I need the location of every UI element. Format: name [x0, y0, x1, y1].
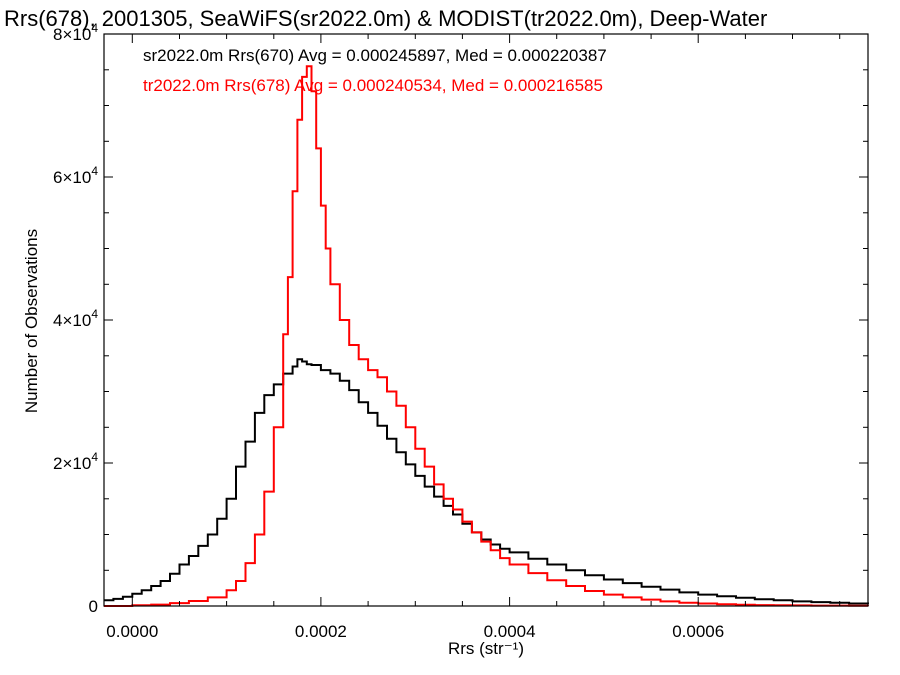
histogram-series-1 [104, 358, 869, 605]
x-tick-label: 0.0006 [672, 622, 724, 641]
x-tick-label: 0.0004 [484, 622, 536, 641]
annotation-red-stats: tr2022.0m Rrs(678) Avg = 0.000240534, Me… [143, 76, 603, 95]
plot-frame [103, 33, 869, 607]
annotation-black-stats: sr2022.0m Rrs(670) Avg = 0.000245897, Me… [143, 46, 607, 65]
y-tick-label: 2×104 [53, 450, 98, 473]
y-tick-label: 8×104 [53, 21, 98, 44]
chart-title: Rrs(678), 2001305, SeaWiFS(sr2022.0m) & … [4, 6, 767, 31]
y-axis-label: Number of Observations [22, 229, 41, 413]
histogram-series-2 [104, 65, 869, 607]
y-tick-label: 6×104 [53, 164, 98, 187]
series-layer [104, 65, 869, 607]
x-tick-label: 0.0000 [106, 622, 158, 641]
x-axis-label: Rrs (str⁻¹) [448, 639, 524, 658]
y-tick-label: 4×104 [53, 307, 98, 330]
ticks-layer: 0.0000 0.0002 0.0004 0.0006 0 2×104 4×104 6×104… [53, 21, 868, 641]
x-tick-label: 0.0002 [295, 622, 347, 641]
y-tick-label: 0 [89, 597, 98, 616]
